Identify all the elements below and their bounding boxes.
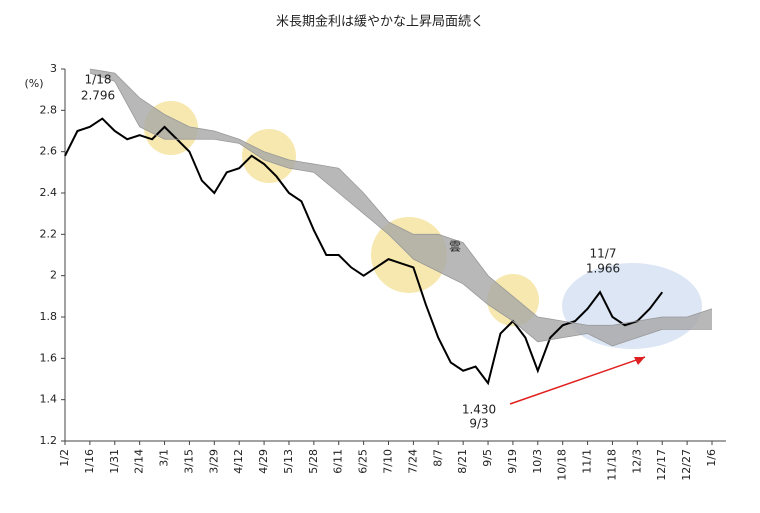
x-tick-label: 8/21 bbox=[456, 449, 469, 474]
x-tick-label: 10/3 bbox=[531, 449, 544, 474]
x-tick-label: 4/29 bbox=[257, 449, 270, 474]
y-unit: (%) bbox=[24, 77, 43, 90]
x-tick-label: 5/13 bbox=[282, 449, 295, 474]
trend-arrow bbox=[509, 356, 646, 405]
x-tick-label: 11/1 bbox=[581, 449, 594, 474]
cloud-edge bbox=[89, 72, 712, 347]
x-tick-label: 12/17 bbox=[655, 449, 668, 481]
y-tick-label: 2 bbox=[50, 269, 57, 282]
annotation: 1/18 bbox=[85, 73, 112, 87]
x-tick-label: 11/18 bbox=[605, 449, 618, 481]
cloud-edge bbox=[89, 68, 713, 326]
annotation: 11/7 bbox=[590, 247, 617, 261]
annotation: 2.796 bbox=[81, 89, 115, 103]
x-tick-label: 3/29 bbox=[207, 449, 220, 474]
x-tick-label: 5/28 bbox=[307, 449, 320, 474]
x-tick-label: 8/7 bbox=[431, 449, 444, 467]
x-tick-label: 1/31 bbox=[108, 449, 121, 474]
y-tick-label: 2.4 bbox=[40, 186, 58, 199]
annotation: 1.966 bbox=[586, 262, 620, 276]
y-tick-label: 2.8 bbox=[40, 103, 58, 116]
x-tick-label: 1/6 bbox=[705, 449, 718, 467]
x-tick-label: 1/2 bbox=[58, 449, 71, 467]
y-tick-label: 1.8 bbox=[40, 310, 58, 323]
arrow-head bbox=[634, 357, 645, 365]
x-tick-label: 4/12 bbox=[232, 449, 245, 474]
x-tick-label: 1/16 bbox=[83, 449, 96, 474]
y-tick-label: 1.2 bbox=[40, 434, 58, 447]
x-tick-label: 3/1 bbox=[158, 449, 171, 467]
price-line bbox=[64, 117, 664, 386]
x-tick-label: 10/18 bbox=[556, 449, 569, 481]
annotation: 1.430 bbox=[462, 403, 496, 417]
x-tick-label: 9/19 bbox=[506, 449, 519, 474]
y-tick-label: 2.6 bbox=[40, 145, 58, 158]
y-tick-label: 3 bbox=[50, 62, 57, 75]
annotation: 雲 bbox=[449, 240, 461, 254]
x-tick-label: 9/5 bbox=[481, 449, 494, 467]
x-tick-label: 12/27 bbox=[680, 449, 693, 481]
x-tick-label: 2/14 bbox=[133, 449, 146, 474]
y-tick-label: 1.4 bbox=[40, 393, 58, 406]
annotation: 9/3 bbox=[469, 417, 488, 431]
x-tick-label: 7/24 bbox=[406, 449, 419, 474]
x-tick-label: 6/25 bbox=[357, 449, 370, 474]
x-tick-label: 6/11 bbox=[332, 449, 345, 474]
y-tick-label: 1.6 bbox=[40, 351, 58, 364]
y-tick-label: 2.2 bbox=[40, 227, 58, 240]
x-tick-label: 7/10 bbox=[382, 449, 395, 474]
x-tick-label: 3/15 bbox=[182, 449, 195, 474]
x-tick-label: 12/3 bbox=[630, 449, 643, 474]
chart-title: 米長期金利は緩やかな上昇局面続く bbox=[276, 14, 484, 30]
